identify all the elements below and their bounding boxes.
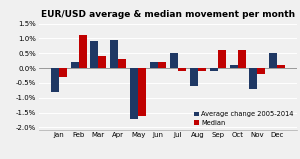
- Bar: [130, 68, 138, 118]
- Bar: [230, 65, 238, 68]
- Bar: [158, 62, 166, 68]
- Bar: [91, 41, 98, 68]
- Bar: [250, 68, 257, 89]
- Bar: [138, 68, 146, 116]
- Bar: [277, 65, 285, 68]
- Bar: [238, 50, 245, 68]
- Bar: [170, 53, 178, 68]
- Title: EUR/USD average & median movement per month: EUR/USD average & median movement per mo…: [41, 10, 295, 18]
- Bar: [59, 68, 67, 77]
- Bar: [150, 62, 158, 68]
- Bar: [178, 68, 186, 71]
- Bar: [218, 50, 226, 68]
- Bar: [118, 59, 126, 68]
- Bar: [257, 68, 266, 74]
- Bar: [110, 40, 118, 68]
- Bar: [98, 56, 106, 68]
- Bar: [51, 68, 59, 92]
- Bar: [70, 62, 79, 68]
- Legend: Average change 2005-2014, Median: Average change 2005-2014, Median: [194, 111, 294, 126]
- Bar: [190, 68, 198, 86]
- Bar: [198, 68, 206, 71]
- Bar: [269, 53, 277, 68]
- Bar: [79, 35, 86, 68]
- Bar: [210, 68, 218, 71]
